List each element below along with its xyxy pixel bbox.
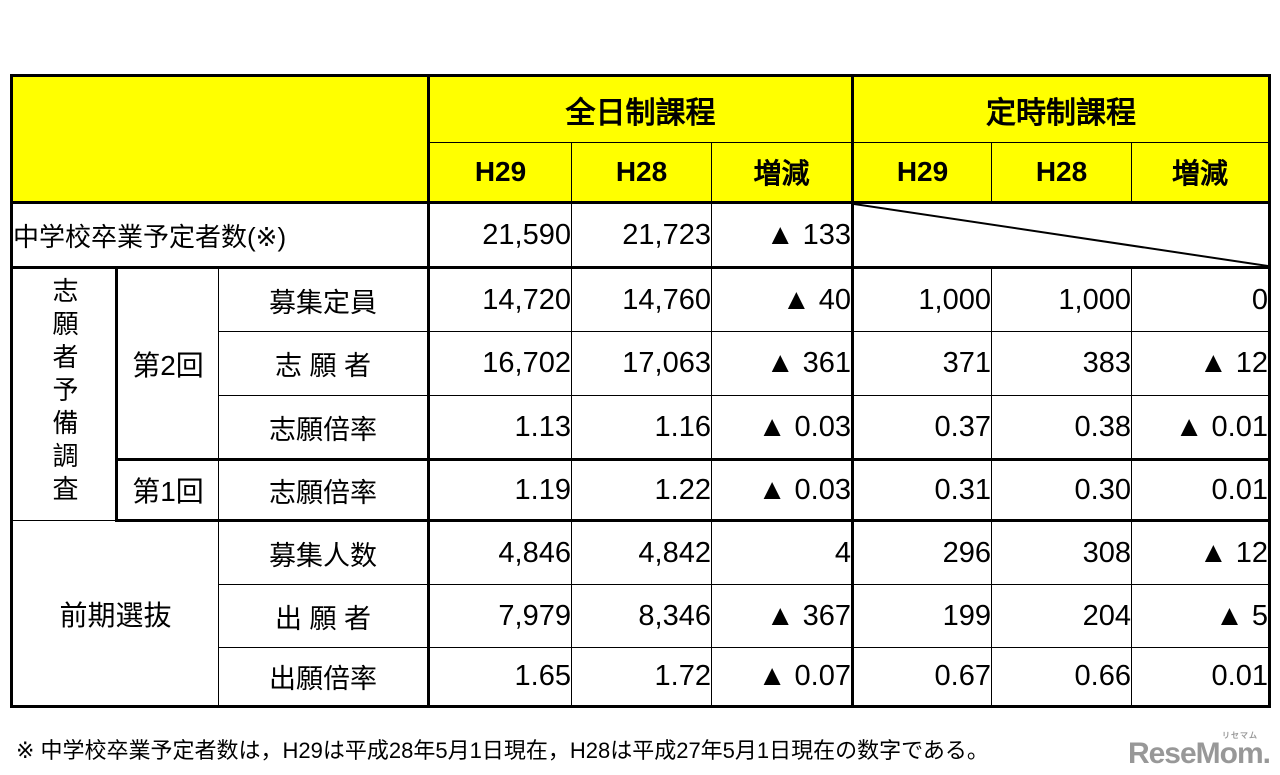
resemom-logo-ruby: リセマム (1222, 731, 1258, 740)
diagonal-strike-line (854, 204, 1268, 266)
value-cell: 0.37 (852, 395, 992, 460)
header-ft-h28: H28 (571, 142, 712, 203)
header-row-courses: 全日制課程 定時制課程 (11, 75, 1270, 203)
value-cell: 1.19 (428, 458, 572, 522)
row-prelim-applicants: 志 願 者 16,702 17,063 ▲ 361 371 383 ▲ 12 (12, 331, 1270, 396)
section-preliminary-survey-label: 志願者予備調査 (49, 276, 79, 508)
value-cell: ▲ 0.07 (711, 647, 854, 707)
value-cell: 4,842 (571, 520, 712, 585)
value-cell: 1,000 (991, 267, 1132, 332)
item-application-ratio: 志願倍率 (218, 395, 430, 460)
header-empty-corner (11, 75, 430, 203)
value-cell: 199 (852, 584, 992, 648)
graduates-ft-h28: 21,723 (571, 201, 712, 269)
value-cell: 14,760 (571, 267, 712, 332)
value-cell: ▲ 361 (711, 331, 854, 396)
value-cell: 0 (1131, 267, 1270, 332)
value-cell: 14,720 (428, 267, 572, 332)
value-cell: 204 (991, 584, 1132, 648)
row-early-capacity: 前期選抜 募集人数 4,846 4,842 4 296 308 ▲ 12 (11, 520, 1270, 707)
section-preliminary-survey: 志願者予備調査 (11, 267, 118, 521)
section-early-selection: 前期選抜 (11, 520, 219, 707)
value-cell: 1.65 (428, 647, 572, 707)
statistics-table: 全日制課程 定時制課程 H29 H28 増減 H29 H28 増減 中学校卒業予… (10, 74, 1271, 708)
header-pt-h28: H28 (991, 142, 1132, 203)
item-capacity: 募集定員 (218, 267, 430, 332)
value-cell: ▲ 0.03 (711, 395, 854, 460)
item-submission-ratio: 出願倍率 (218, 647, 430, 707)
row-graduates: 中学校卒業予定者数(※) 21,590 21,723 ▲ 133 (11, 201, 1270, 269)
item-applicants: 志 願 者 (218, 331, 430, 396)
value-cell: 0.01 (1131, 458, 1270, 522)
header-part-time-course: 定時制課程 (852, 75, 1270, 143)
row-early-applicants: 出 願 者 7,979 8,346 ▲ 367 199 204 ▲ 5 (12, 584, 1270, 648)
row-early-ratio: 出願倍率 1.65 1.72 ▲ 0.07 0.67 0.66 0.01 (12, 647, 1270, 707)
header-pt-diff: 増減 (1131, 142, 1270, 203)
header-row-years: H29 H28 増減 H29 H28 増減 (12, 142, 1270, 203)
value-cell: ▲ 0.03 (711, 458, 854, 522)
value-cell: 1.72 (571, 647, 712, 707)
value-cell: ▲ 40 (711, 267, 854, 332)
value-cell: 1.16 (571, 395, 712, 460)
footnote-text: ※ 中学校卒業予定者数は，H29は平成28年5月1日現在，H28は平成27年5月… (16, 738, 989, 763)
value-cell: 1,000 (852, 267, 992, 332)
header-pt-h29: H29 (852, 142, 992, 203)
value-cell: 17,063 (571, 331, 712, 396)
graduates-pt-na-cell (852, 201, 1270, 269)
value-cell: 0.30 (991, 458, 1132, 522)
row-prelim-ratio2: 志願倍率 1.13 1.16 ▲ 0.03 0.37 0.38 ▲ 0.01 (12, 395, 1270, 460)
value-cell: 4 (711, 520, 854, 585)
value-cell: 371 (852, 331, 992, 396)
value-cell: 308 (991, 520, 1132, 585)
resemom-logo-text: ReseMom. (1127, 737, 1271, 770)
value-cell: 0.31 (852, 458, 992, 522)
resemom-logo: ReseMom. リセマム (1127, 732, 1271, 770)
value-cell: 0.67 (852, 647, 992, 707)
value-cell: ▲ 12 (1131, 520, 1270, 585)
value-cell: 4,846 (428, 520, 572, 585)
value-cell: ▲ 12 (1131, 331, 1270, 396)
value-cell: 1.13 (428, 395, 572, 460)
header-ft-diff: 増減 (711, 142, 854, 203)
value-cell: ▲ 0.01 (1131, 395, 1270, 460)
value-cell: 383 (991, 331, 1132, 396)
graduates-label: 中学校卒業予定者数(※) (11, 201, 430, 269)
graduates-ft-h29: 21,590 (428, 201, 572, 269)
value-cell: 0.38 (991, 395, 1132, 460)
value-cell: 0.66 (991, 647, 1132, 707)
value-cell: 8,346 (571, 584, 712, 648)
round2-label: 第2回 (116, 267, 219, 460)
header-full-time-course: 全日制課程 (428, 75, 854, 143)
row-prelim-capacity: 志願者予備調査 第2回 募集定員 14,720 14,760 ▲ 40 1,00… (11, 267, 1270, 521)
value-cell: 16,702 (428, 331, 572, 396)
item-submitted-applicants: 出 願 者 (218, 584, 430, 648)
graduates-ft-diff: ▲ 133 (711, 201, 854, 269)
value-cell: 7,979 (428, 584, 572, 648)
value-cell: ▲ 5 (1131, 584, 1270, 648)
round1-label: 第1回 (116, 458, 219, 522)
value-cell: 1.22 (571, 458, 712, 522)
value-cell: ▲ 367 (711, 584, 854, 648)
value-cell: 0.01 (1131, 647, 1270, 707)
value-cell: 296 (852, 520, 992, 585)
item-application-ratio: 志願倍率 (218, 458, 430, 522)
item-recruit-number: 募集人数 (218, 520, 430, 585)
row-prelim-ratio1: 第1回 志願倍率 1.19 1.22 ▲ 0.03 0.31 0.30 0.01 (12, 458, 1270, 522)
header-ft-h29: H29 (428, 142, 572, 203)
